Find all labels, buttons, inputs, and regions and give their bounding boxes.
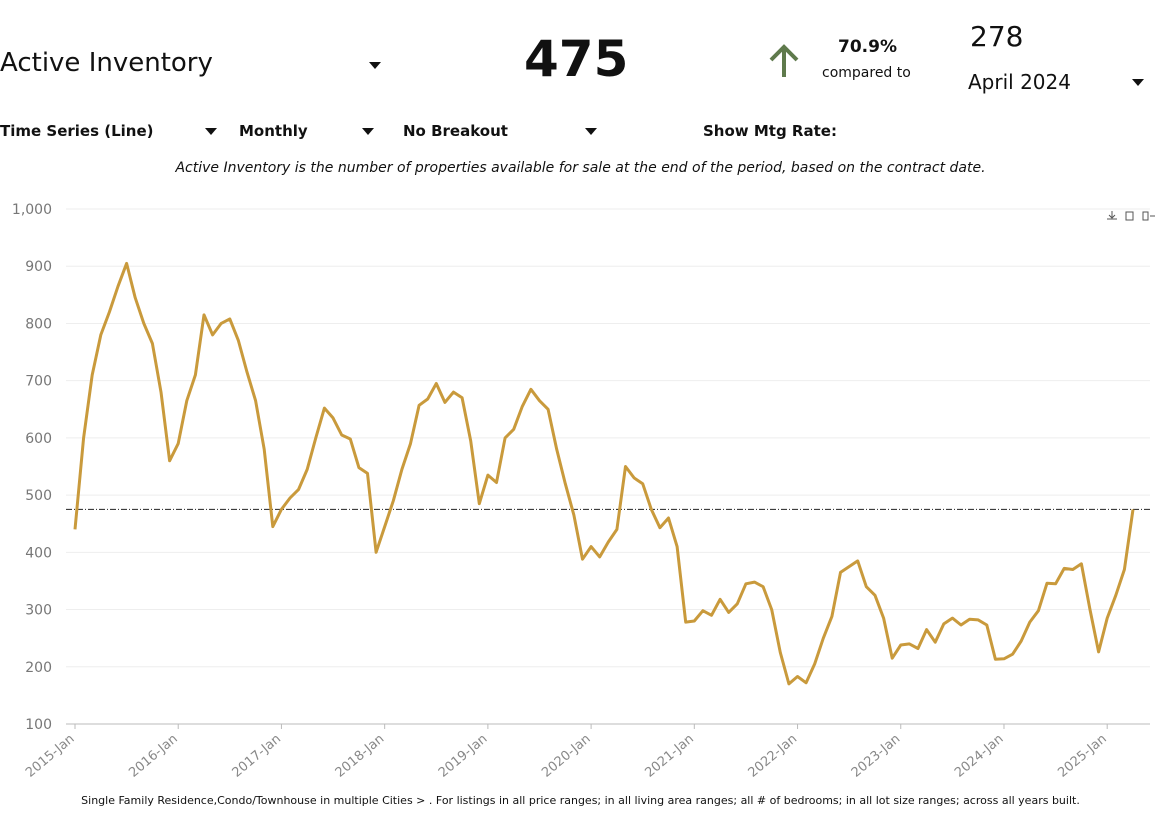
up-arrow: [769, 44, 799, 77]
y-tick-label: 900: [25, 259, 52, 275]
compared-label: compared to: [822, 65, 911, 81]
dropdown-arrow[interactable]: [369, 62, 381, 69]
footnote: Single Family Residence,Condo/Townhouse …: [81, 794, 1080, 807]
dropdown-arrow[interactable]: [205, 128, 217, 135]
compare-value: 278: [970, 20, 1024, 53]
chart: 100 200 300 400 500 600 700 800 900 1,000 2015-Jan…: [12, 202, 1155, 781]
y-tick-label: 200: [25, 660, 52, 676]
period-select[interactable]: April 2024: [968, 70, 1071, 94]
chart-type-select[interactable]: Time Series (Line): [0, 122, 154, 140]
x-tick-label: 2018-Jan: [333, 732, 387, 781]
frequency-select[interactable]: Monthly: [239, 122, 308, 140]
breakout-select[interactable]: No Breakout: [403, 122, 508, 140]
metric-select[interactable]: Active Inventory: [0, 48, 213, 78]
y-tick-label: 700: [25, 374, 52, 390]
y-tick-label: 100: [25, 717, 52, 733]
series-line: [73, 261, 1135, 686]
dropdown-arrow[interactable]: [585, 128, 597, 135]
dropdown-arrow[interactable]: [362, 128, 374, 135]
kpi-value: 475: [524, 30, 629, 88]
x-tick-label: 2023-Jan: [849, 732, 903, 781]
dropdown-arrow[interactable]: [1132, 79, 1144, 86]
description: Active Inventory is the number of proper…: [175, 160, 986, 176]
toolbar[interactable]: [1107, 211, 1155, 221]
y-tick-label: 400: [25, 545, 52, 561]
x-tick-label: 2019-Jan: [436, 732, 490, 781]
y-tick-label: 1,000: [12, 202, 52, 218]
export-icon[interactable]: [1142, 211, 1155, 221]
mtg-rate-toggle[interactable]: Show Mtg Rate:: [703, 122, 837, 140]
x-tick-label: 2025-Jan: [1055, 732, 1109, 781]
x-tick-label: 2017-Jan: [230, 732, 284, 781]
x-tick-label: 2021-Jan: [642, 732, 696, 781]
y-tick-label: 500: [25, 488, 52, 504]
download-icon[interactable]: [1107, 211, 1117, 220]
y-tick-label: 800: [25, 316, 52, 332]
kpi-change: 70.9%: [838, 37, 897, 57]
x-tick-label: 2022-Jan: [746, 732, 800, 781]
y-tick-label: 300: [25, 603, 52, 619]
x-tick-label: 2016-Jan: [126, 732, 180, 781]
x-tick-label: 2020-Jan: [539, 732, 593, 781]
y-tick-label: 600: [25, 431, 52, 447]
x-tick-label: 2015-Jan: [23, 732, 77, 781]
x-tick-label: 2024-Jan: [952, 732, 1006, 781]
copy-icon[interactable]: [1125, 211, 1134, 221]
